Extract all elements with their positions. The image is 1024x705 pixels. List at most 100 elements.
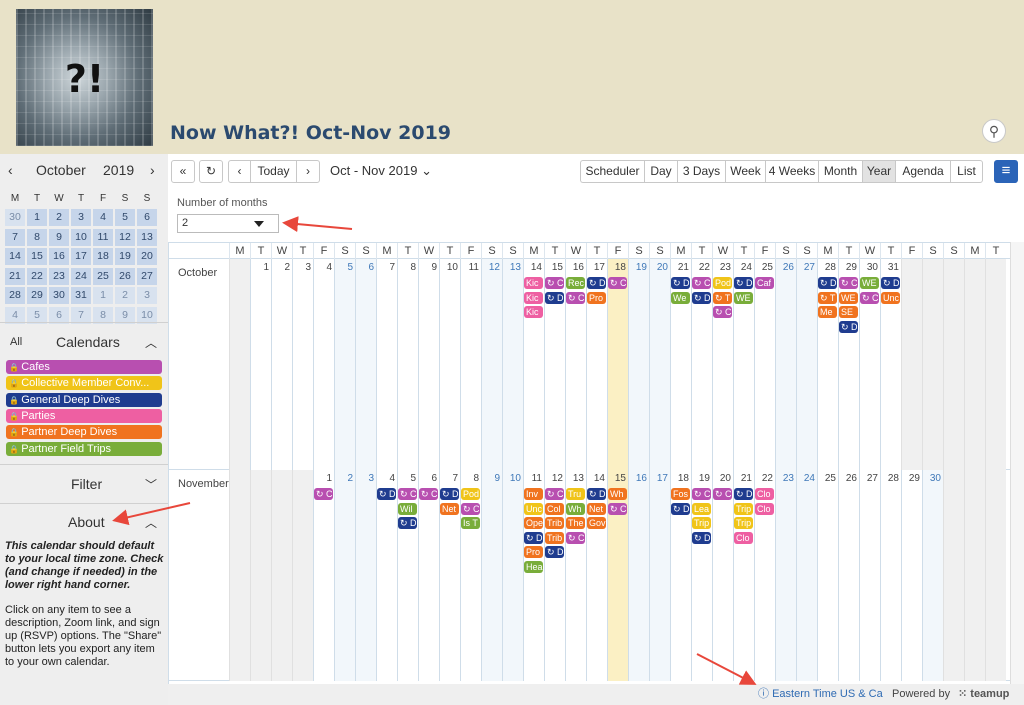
menu-button[interactable]: ≡: [994, 160, 1018, 183]
mini-day[interactable]: 2: [115, 287, 135, 304]
view-scheduler-button[interactable]: Scheduler: [580, 160, 644, 183]
event-chip[interactable]: ↻ C: [692, 277, 711, 289]
mini-year-label[interactable]: 2019: [103, 162, 135, 178]
day-cell[interactable]: 1: [250, 259, 271, 470]
mini-day[interactable]: 10: [137, 306, 157, 324]
day-cell[interactable]: 9: [481, 470, 502, 681]
number-of-months-select[interactable]: 2: [177, 214, 279, 233]
mini-day[interactable]: 3: [137, 287, 157, 304]
mini-day[interactable]: 2: [49, 209, 69, 226]
calendars-title[interactable]: Calendars: [56, 334, 120, 350]
event-chip[interactable]: ↻ T: [713, 291, 732, 304]
day-cell[interactable]: 23: [712, 259, 733, 470]
day-cell[interactable]: 3: [355, 470, 376, 681]
day-number[interactable]: 10: [446, 262, 458, 273]
mini-day[interactable]: 24: [71, 267, 91, 285]
day-cell[interactable]: 10: [502, 470, 523, 681]
day-cell[interactable]: 29: [838, 259, 859, 470]
mini-day[interactable]: 31: [71, 287, 91, 304]
day-cell[interactable]: 2: [271, 259, 292, 470]
day-number[interactable]: 21: [677, 262, 689, 273]
day-cell[interactable]: 15: [544, 259, 565, 470]
event-chip[interactable]: Pro: [587, 291, 606, 304]
day-cell[interactable]: 2: [334, 470, 355, 681]
event-chip[interactable]: WE: [734, 291, 753, 304]
day-cell[interactable]: 22: [754, 470, 775, 681]
day-number[interactable]: 10: [509, 473, 521, 484]
day-number[interactable]: 12: [488, 262, 500, 273]
mini-day[interactable]: 17: [71, 248, 91, 265]
event-chip[interactable]: Lea: [692, 502, 711, 515]
calendar-item[interactable]: 🔒 Partner Field Trips: [6, 441, 162, 456]
calendar-item[interactable]: 🔒 General Deep Dives: [6, 392, 162, 407]
day-number[interactable]: 20: [719, 473, 731, 484]
mini-day[interactable]: 8: [93, 306, 113, 324]
day-cell[interactable]: 15: [607, 470, 628, 681]
day-cell[interactable]: 18: [607, 259, 628, 470]
mini-month-label[interactable]: October: [36, 162, 86, 178]
day-cell[interactable]: 4: [376, 470, 397, 681]
day-number[interactable]: 16: [635, 473, 647, 484]
day-cell[interactable]: 19: [628, 259, 649, 470]
day-number[interactable]: 11: [468, 262, 479, 273]
day-cell[interactable]: 18: [670, 470, 691, 681]
day-cell[interactable]: 29: [901, 470, 922, 681]
event-chip[interactable]: Pro: [524, 546, 543, 559]
event-chip[interactable]: We: [671, 291, 690, 304]
day-number[interactable]: 4: [389, 473, 395, 484]
day-cell[interactable]: 5: [334, 259, 355, 470]
day-number[interactable]: 31: [887, 262, 899, 273]
day-cell[interactable]: 31: [880, 259, 901, 470]
event-chip[interactable]: ↻ C: [608, 502, 627, 515]
day-number[interactable]: 26: [782, 262, 794, 273]
event-chip[interactable]: Clo: [734, 531, 753, 544]
day-cell[interactable]: 26: [838, 470, 859, 681]
mini-day[interactable]: 15: [27, 248, 47, 265]
view-week-button[interactable]: Week: [725, 160, 765, 183]
event-chip[interactable]: ↻ D: [818, 277, 837, 289]
event-chip[interactable]: ↻ D: [440, 488, 459, 500]
day-cell[interactable]: 21: [733, 470, 754, 681]
event-chip[interactable]: ↻ C: [839, 277, 858, 289]
calendar-item[interactable]: 🔒 Parties: [6, 408, 162, 423]
mini-day[interactable]: 11: [93, 228, 113, 246]
event-chip[interactable]: Clo: [755, 502, 774, 515]
teamup-logo[interactable]: ⁙ teamup: [958, 684, 1009, 705]
day-cell[interactable]: 6: [418, 470, 439, 681]
event-chip[interactable]: ↻ C: [692, 488, 711, 500]
day-cell[interactable]: 1: [313, 470, 334, 681]
day-cell[interactable]: 8: [397, 259, 418, 470]
view-day-button[interactable]: Day: [644, 160, 677, 183]
day-cell[interactable]: 23: [775, 470, 796, 681]
mini-day[interactable]: 22: [27, 267, 47, 285]
day-number[interactable]: 20: [656, 262, 668, 273]
view-year-button[interactable]: Year: [862, 160, 895, 183]
chevron-down-icon[interactable]: ﹀: [145, 478, 158, 492]
event-chip[interactable]: ↻ D: [839, 320, 858, 333]
day-cell[interactable]: 30: [922, 470, 943, 681]
event-chip[interactable]: Caf: [755, 277, 774, 289]
day-cell[interactable]: 27: [796, 259, 817, 470]
event-chip[interactable]: Ope: [524, 517, 543, 530]
mini-day[interactable]: 6: [137, 209, 157, 226]
day-cell[interactable]: 20: [649, 259, 670, 470]
event-chip[interactable]: ↻ C: [545, 488, 564, 500]
mini-day[interactable]: 8: [27, 228, 47, 246]
event-chip[interactable]: ↻ D: [881, 277, 900, 289]
mini-day[interactable]: 26: [115, 267, 135, 285]
mini-day[interactable]: 30: [49, 287, 69, 304]
day-cell[interactable]: 8: [460, 470, 481, 681]
event-chip[interactable]: ↻ D: [692, 531, 711, 544]
day-number[interactable]: 4: [326, 262, 332, 273]
event-chip[interactable]: Gov: [587, 517, 606, 530]
day-cell[interactable]: 30: [859, 259, 880, 470]
day-number[interactable]: 29: [845, 262, 857, 273]
event-chip[interactable]: ↻ D: [398, 517, 417, 530]
day-cell[interactable]: 19: [691, 470, 712, 681]
day-number[interactable]: 25: [761, 262, 773, 273]
event-chip[interactable]: ↻ D: [545, 291, 564, 304]
event-chip[interactable]: ↻ C: [314, 488, 333, 500]
day-cell[interactable]: 11: [523, 470, 544, 681]
day-cell[interactable]: 24: [733, 259, 754, 470]
mini-day[interactable]: 1: [93, 287, 113, 304]
